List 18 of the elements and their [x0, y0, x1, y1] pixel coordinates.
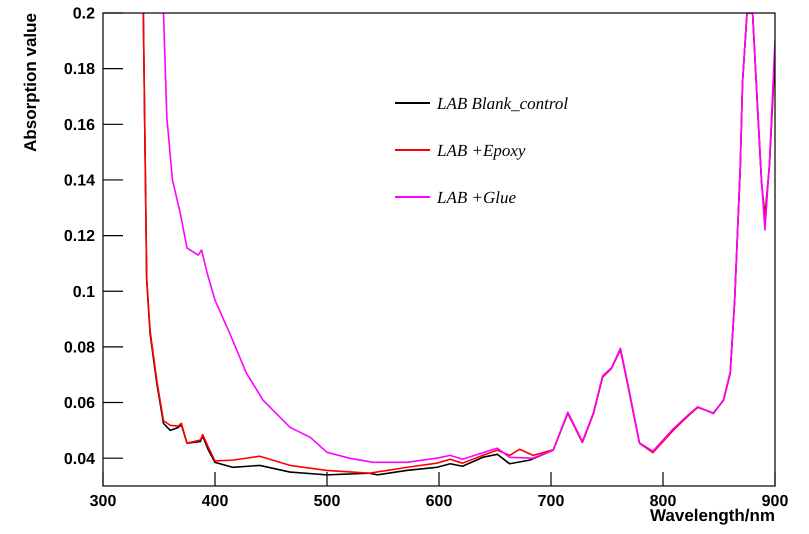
y-tick-label: 0.04 [64, 450, 96, 468]
legend-label: LAB Blank_control [436, 94, 568, 113]
x-tick-label: 300 [90, 493, 116, 510]
x-tick-label: 600 [426, 493, 452, 510]
x-tick-label: 700 [538, 493, 564, 510]
x-tick-label: 500 [314, 493, 340, 510]
y-tick-label: 0.12 [64, 228, 96, 246]
y-tick-label: 0.2 [72, 6, 96, 23]
legend-label: LAB +Epoxy [436, 140, 526, 160]
y-tick-label: 0.1 [72, 284, 96, 301]
y-tick-label: 0.16 [64, 116, 96, 134]
y-axis-title: Absorption value [21, 13, 40, 152]
y-tick-label: 0.14 [64, 172, 96, 190]
y-tick-label: 0.06 [64, 395, 96, 412]
x-tick-label: 400 [202, 493, 228, 510]
y-tick-label: 0.18 [64, 61, 96, 78]
y-tick-label: 0.08 [64, 339, 96, 356]
legend-label: LAB +Glue [436, 188, 516, 207]
